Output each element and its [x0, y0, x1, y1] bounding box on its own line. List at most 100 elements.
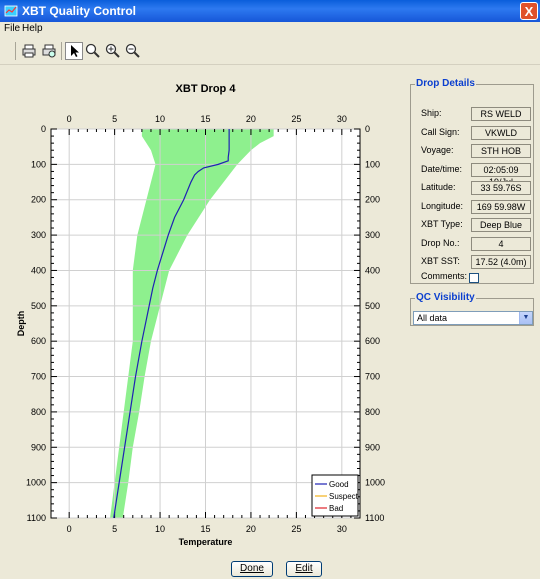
detail-value: Deep Blue: [471, 218, 531, 232]
detail-label: Ship:: [421, 108, 442, 118]
detail-value: 17.52 (4.0m): [471, 255, 531, 269]
y-tick-label-right: 900: [365, 442, 380, 452]
qc-visibility-value: All data: [417, 313, 448, 323]
y-tick-label-left: 100: [31, 159, 46, 169]
y-tick-label-left: 400: [31, 265, 46, 275]
drop-details-title: Drop Details: [415, 78, 476, 89]
y-tick-label-right: 1000: [365, 478, 385, 488]
y-tick-label-left: 900: [31, 442, 46, 452]
y-tick-label-right: 300: [365, 230, 380, 240]
detail-value: 169 59.98W: [471, 199, 531, 214]
y-tick-label-right: 200: [365, 195, 380, 205]
toolbar-grip: [15, 42, 16, 60]
print-icon: [22, 44, 36, 58]
legend-label: Good: [329, 480, 349, 489]
print-button[interactable]: [20, 42, 38, 60]
x-tick-label-bottom: 5: [112, 524, 117, 534]
done-button-label: Done: [240, 563, 264, 574]
menu-file[interactable]: File: [4, 23, 21, 34]
x-tick-label-top: 10: [155, 114, 165, 124]
good-profile-line: [113, 129, 230, 519]
x-tick-label-top: 0: [67, 114, 72, 124]
y-tick-label-left: 600: [31, 336, 46, 346]
y-tick-label-left: 800: [31, 407, 46, 417]
x-tick-label-bottom: 0: [67, 524, 72, 534]
drop-details-panel: Drop Details Ship: RS WELD Call Sign: VKWLD…: [410, 78, 534, 284]
y-tick-label-right: 100: [365, 159, 380, 169]
y-tick-label-right: 500: [365, 301, 380, 311]
qc-visibility-title: QC Visibility: [415, 292, 476, 303]
y-tick-label-right: 400: [365, 265, 380, 275]
y-tick-label-left: 700: [31, 372, 46, 382]
detail-value: 33 59.76S: [471, 181, 531, 195]
detail-label: Voyage:: [421, 145, 454, 155]
detail-label: Longitude:: [421, 200, 464, 211]
detail-label: XBT Type:: [421, 219, 463, 229]
y-tick-label-right: 700: [365, 372, 380, 382]
y-tick-label-left: 300: [31, 230, 46, 240]
y-tick-label-right: 0: [365, 124, 370, 134]
y-tick-label-left: 500: [31, 301, 46, 311]
qc-visibility-select[interactable]: All data ▼: [413, 311, 533, 325]
chart-title: XBT Drop 4: [176, 83, 237, 95]
close-button[interactable]: X: [520, 2, 538, 20]
edit-button[interactable]: Edit: [286, 561, 322, 577]
zoom-icon: [85, 43, 100, 58]
chevron-down-icon[interactable]: ▼: [519, 312, 532, 324]
qc-visibility-panel: QC Visibility All data ▼: [410, 292, 534, 326]
x-tick-label-bottom: 10: [155, 524, 165, 534]
y-tick-label-left: 0: [41, 124, 46, 134]
detail-value: 4: [471, 236, 531, 251]
x-tick-label-bottom: 20: [246, 524, 256, 534]
x-tick-label-top: 30: [337, 114, 347, 124]
pointer-button[interactable]: [65, 42, 83, 60]
y-tick-label-right: 1100: [365, 513, 384, 523]
detail-label: Drop No.:: [421, 237, 460, 248]
edit-button-label: Edit: [295, 563, 313, 574]
y-tick-label-right: 600: [365, 336, 380, 346]
x-tick-label-top: 15: [200, 114, 210, 124]
zoom-out-icon: [125, 43, 140, 58]
x-tick-label-top: 5: [112, 114, 117, 124]
y-tick-label-left: 1100: [27, 513, 46, 523]
zoom-in-button[interactable]: [104, 42, 122, 60]
app-icon: [4, 5, 18, 17]
detail-label: XBT SST:: [421, 256, 460, 266]
title-bar: XBT Quality Control X: [0, 0, 540, 22]
detail-label: Date/time:: [421, 163, 463, 174]
pointer-icon: [71, 45, 79, 57]
x-tick-label-bottom: 25: [291, 524, 301, 534]
menu-help[interactable]: Help: [22, 23, 43, 34]
x-tick-label-top: 20: [246, 114, 256, 124]
y-tick-label-right: 800: [365, 407, 380, 417]
comments-checkbox[interactable]: [469, 273, 479, 283]
menu-bar: File Help: [0, 22, 540, 38]
detail-value: VKWLD: [471, 125, 531, 140]
detail-label: Call Sign:: [421, 126, 460, 137]
y-tick-label-left: 1000: [26, 478, 46, 488]
x-tick-label-bottom: 30: [337, 524, 347, 534]
x-tick-label-top: 25: [291, 114, 301, 124]
toolbar: [0, 38, 540, 65]
legend-label: Suspect: [329, 492, 359, 501]
print-preview-button[interactable]: [40, 42, 58, 60]
print-preview-icon: [42, 44, 56, 58]
detail-value: STH HOB: [471, 144, 531, 158]
comments-label: Comments:: [421, 271, 468, 281]
zoom-in-icon: [105, 43, 120, 58]
detail-label: Latitude:: [421, 182, 456, 192]
y-tick-label-left: 200: [31, 195, 46, 205]
x-tick-label-bottom: 15: [200, 524, 210, 534]
detail-value: RS WELD: [471, 107, 531, 121]
toolbar-separator: [61, 42, 62, 60]
climatology-envelope: [110, 129, 274, 518]
zoom-button[interactable]: [84, 42, 102, 60]
done-button[interactable]: Done: [231, 561, 273, 577]
zoom-out-button[interactable]: [124, 42, 142, 60]
window-title: XBT Quality Control: [22, 4, 136, 18]
x-axis-label: Temperature: [179, 537, 233, 547]
detail-value: 02:05:09 19/Jul: [471, 162, 531, 187]
legend-label: Bad: [329, 504, 343, 513]
profile-chart[interactable]: XBT Drop 4 0 0 5 5 10 10 15 15 20 20 25 25 30 30 0 0 100 1…: [10, 78, 406, 553]
